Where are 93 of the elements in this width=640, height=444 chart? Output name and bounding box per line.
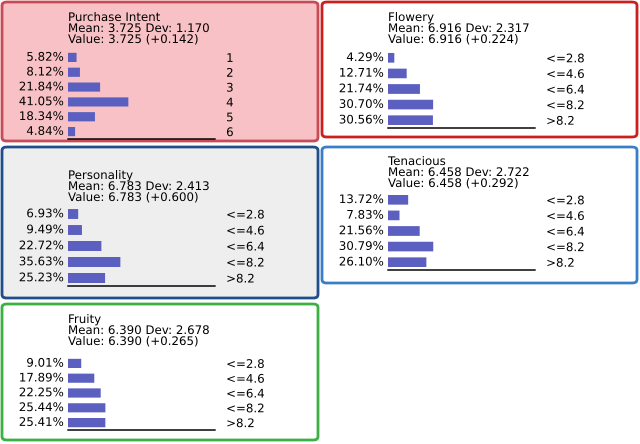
- text: Value: 6.783 (+0.600): [68, 192, 198, 203]
- y-tick-label: <=6.4: [227, 388, 264, 398]
- bar: [68, 388, 101, 398]
- text: Value: 3.725 (+0.142): [68, 34, 198, 45]
- y-tick-label: 2: [226, 68, 232, 77]
- y-tick-label: <=8.2: [227, 258, 264, 267]
- data-label: 26.10%: [340, 256, 384, 266]
- chart-title: Fruity: [69, 314, 101, 326]
- bar: [68, 418, 106, 428]
- bar: [68, 68, 80, 77]
- bar: [388, 52, 394, 63]
- data-label: 25.23%: [20, 272, 64, 282]
- y-tick-label: 1: [227, 53, 233, 62]
- bar: [388, 210, 400, 220]
- data-label: 12.71%: [340, 68, 384, 77]
- bar: [68, 112, 95, 122]
- bar: [68, 241, 102, 251]
- bar: [388, 84, 420, 94]
- bar: [388, 242, 434, 252]
- y-tick-label: 6: [226, 127, 233, 136]
- bar: [388, 194, 408, 205]
- y-tick-label: <=2.8: [227, 359, 264, 368]
- chart-subtitle: Mean: 3.725 Dev: 1.170: [69, 23, 209, 32]
- data-label: 30.56%: [340, 114, 384, 124]
- data-label: 13.72%: [340, 194, 384, 204]
- data-label: 7.83%: [347, 210, 384, 219]
- y-tick-label: <=4.6: [547, 69, 584, 78]
- y-tick-label: 5: [227, 112, 233, 122]
- y-tick-label: <=2.8: [227, 210, 264, 219]
- bar: [388, 115, 433, 126]
- bar: [68, 273, 106, 283]
- y-tick-label: 4: [226, 98, 233, 106]
- y-tick-label: <=4.6: [227, 226, 264, 235]
- y-tick-label: <=2.8: [547, 196, 584, 204]
- data-label: 22.25%: [20, 387, 64, 396]
- text: Value: 6.390 (+0.265): [68, 336, 198, 347]
- bar: [68, 126, 76, 136]
- data-label: 30.79%: [340, 241, 384, 250]
- data-label: 21.84%: [20, 82, 64, 91]
- bar: [68, 257, 120, 267]
- bar: [68, 82, 100, 92]
- data-label: 30.70%: [340, 99, 384, 108]
- data-label: 4.84%: [26, 126, 64, 136]
- data-label: 41.05%: [19, 96, 64, 106]
- chart-subtitle: Mean: 6.458 Dev: 2.722: [389, 167, 528, 176]
- bar: [68, 374, 94, 383]
- y-tick-label: <=6.4: [227, 242, 264, 251]
- y-tick-label: <=8.2: [227, 404, 264, 412]
- data-label: 21.56%: [340, 225, 384, 234]
- bar: [68, 225, 82, 235]
- y-tick-label: 3: [227, 82, 233, 92]
- data-label: 22.72%: [20, 240, 64, 250]
- bar: [68, 358, 82, 368]
- data-label: 25.44%: [20, 402, 64, 412]
- data-label: 18.34%: [20, 111, 64, 120]
- text: Value: 6.916 (+0.224): [388, 34, 518, 45]
- chart-subtitle: Mean: 6.783 Dev: 2.413: [69, 181, 209, 190]
- y-tick-label: <=6.4: [547, 226, 584, 236]
- data-label: 35.63%: [20, 256, 64, 266]
- y-tick-label: >8.2: [227, 274, 254, 283]
- chart-title: Flowery: [389, 12, 434, 24]
- y-tick-label: <=4.6: [227, 374, 264, 383]
- bar: [68, 403, 106, 412]
- y-tick-label: <=8.2: [547, 100, 584, 110]
- data-label: 6.93%: [27, 208, 64, 218]
- bar: [388, 226, 420, 236]
- bar: [388, 257, 426, 268]
- data-label: 5.82%: [27, 52, 64, 61]
- data-label: 8.12%: [27, 66, 64, 76]
- y-tick-label: >8.2: [547, 258, 574, 267]
- data-label: 21.74%: [340, 83, 384, 92]
- y-tick-label: <=6.4: [547, 84, 584, 94]
- chart-title: Purchase Intent: [69, 12, 160, 22]
- data-label: 25.41%: [20, 417, 64, 426]
- chart-title: Personality: [69, 170, 133, 182]
- bar: [388, 100, 434, 110]
- chart-subtitle: Mean: 6.390 Dev: 2.678: [69, 325, 209, 334]
- bar: [68, 97, 128, 107]
- text: Value: 6.458 (+0.292): [388, 178, 518, 189]
- chart-title: Tenacious: [388, 156, 446, 166]
- y-tick-label: <=8.2: [547, 242, 584, 252]
- bar: [68, 52, 77, 62]
- bar: [68, 209, 78, 219]
- y-tick-label: <=2.8: [547, 54, 584, 62]
- y-tick-label: <=4.6: [547, 211, 584, 220]
- chart-subtitle: Mean: 6.916 Dev: 2.317: [389, 23, 529, 32]
- data-label: 4.29%: [346, 52, 384, 62]
- y-tick-label: >8.2: [547, 116, 574, 125]
- data-label: 17.89%: [20, 372, 64, 382]
- bar: [388, 68, 407, 78]
- data-label: 9.49%: [27, 224, 64, 234]
- y-tick-label: >8.2: [227, 418, 254, 428]
- data-label: 9.01%: [27, 358, 64, 367]
